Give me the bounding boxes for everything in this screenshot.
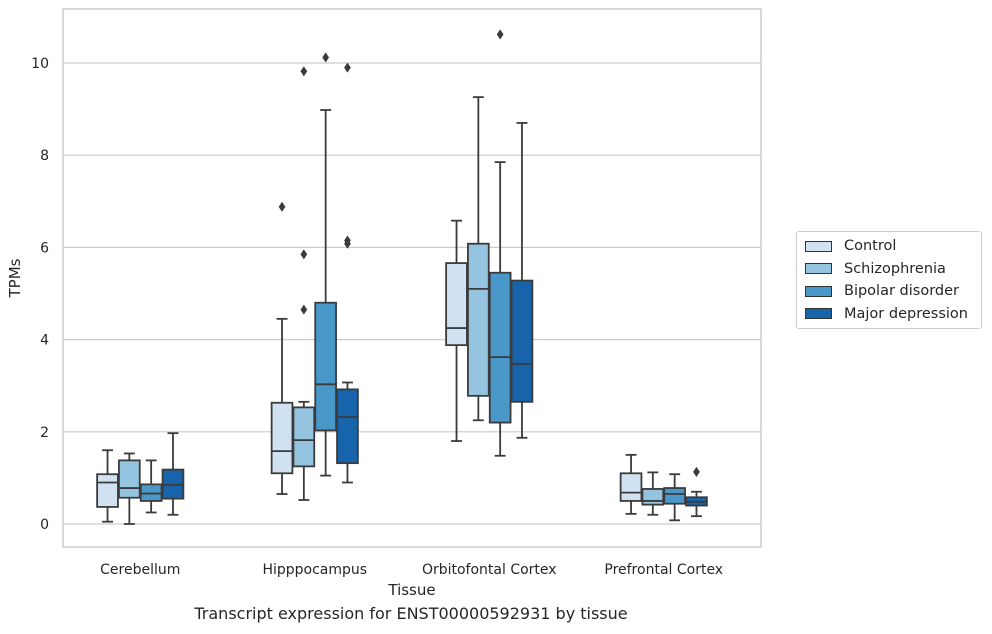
flier-point — [322, 52, 330, 63]
legend-label: Major depression — [844, 305, 968, 322]
box-2-1 — [467, 96, 490, 422]
legend-label: Control — [844, 238, 897, 255]
box-body — [663, 487, 686, 505]
box-body — [488, 271, 512, 424]
legend-swatch — [805, 263, 832, 275]
legend-item: Control — [797, 235, 981, 258]
y-tick-label: 10 — [31, 56, 49, 72]
y-tick-labels: 0 2 4 6 8 10 — [31, 56, 49, 533]
box-1-2 — [314, 52, 337, 477]
y-tick-label: 0 — [40, 517, 49, 533]
box-2-2 — [488, 29, 512, 457]
flier-point — [693, 466, 700, 477]
flier-point — [300, 249, 308, 260]
box-body — [510, 279, 534, 403]
y-tick-label: 4 — [40, 333, 49, 349]
box-body — [118, 459, 141, 499]
box-body — [270, 401, 294, 475]
flier-point — [344, 235, 351, 246]
x-tick-label: Cerebellum — [100, 562, 180, 578]
legend-swatch — [805, 308, 832, 320]
legend: Control Schizophrenia Bipolar disorder Majo… — [796, 231, 982, 329]
box-3-2 — [663, 473, 686, 522]
x-tick-label: Prefrontal Cortex — [604, 562, 723, 578]
flier-point — [300, 66, 308, 77]
legend-label: Bipolar disorder — [844, 283, 959, 300]
flier-point — [300, 304, 308, 315]
y-tick-label: 2 — [40, 425, 49, 441]
legend-item: Major depression — [797, 303, 981, 326]
legend-label: Schizophrenia — [844, 260, 946, 277]
legend-swatch — [805, 285, 832, 297]
y-axis-label: TPMs — [6, 258, 24, 298]
y-tick-label: 8 — [40, 148, 49, 164]
legend-swatch — [805, 240, 832, 252]
box-0-1 — [118, 452, 141, 525]
box-3-3 — [685, 466, 708, 518]
box-body — [96, 473, 119, 508]
box-2-3 — [510, 122, 534, 439]
box-0-3 — [161, 432, 185, 516]
chart-title: Transcript expression for ENST0000059293… — [194, 604, 628, 623]
box-3-0 — [619, 453, 643, 515]
flier-point — [344, 62, 351, 73]
box-body — [467, 242, 490, 397]
box-body — [641, 488, 665, 506]
box-1-1 — [292, 66, 316, 501]
boxes — [96, 29, 708, 525]
flier-point — [496, 29, 504, 40]
box-body — [336, 388, 359, 465]
box-body — [445, 262, 468, 347]
gridlines — [63, 62, 761, 525]
box-1-3 — [336, 62, 359, 484]
x-tick-labels: Cerebellum Hipppocampus Orbitofontal Corte… — [100, 562, 723, 578]
x-tick-label: Orbitofontal Cortex — [422, 562, 557, 578]
box-2-0 — [445, 219, 468, 442]
box-3-1 — [641, 471, 665, 516]
flier-point — [278, 201, 286, 212]
legend-item: Schizophrenia — [797, 258, 981, 281]
x-tick-label: Hipppocampus — [262, 562, 367, 578]
box-body — [139, 483, 163, 502]
x-axis-label: Tissue — [387, 581, 435, 599]
box-0-2 — [139, 459, 163, 514]
plot-frame — [62, 8, 762, 548]
box-1-0 — [270, 201, 294, 495]
legend-item: Bipolar disorder — [797, 280, 981, 303]
box-body — [619, 472, 643, 502]
y-tick-label: 6 — [40, 240, 49, 256]
box-body — [292, 406, 316, 468]
box-body — [314, 301, 337, 432]
box-0-0 — [96, 449, 119, 523]
